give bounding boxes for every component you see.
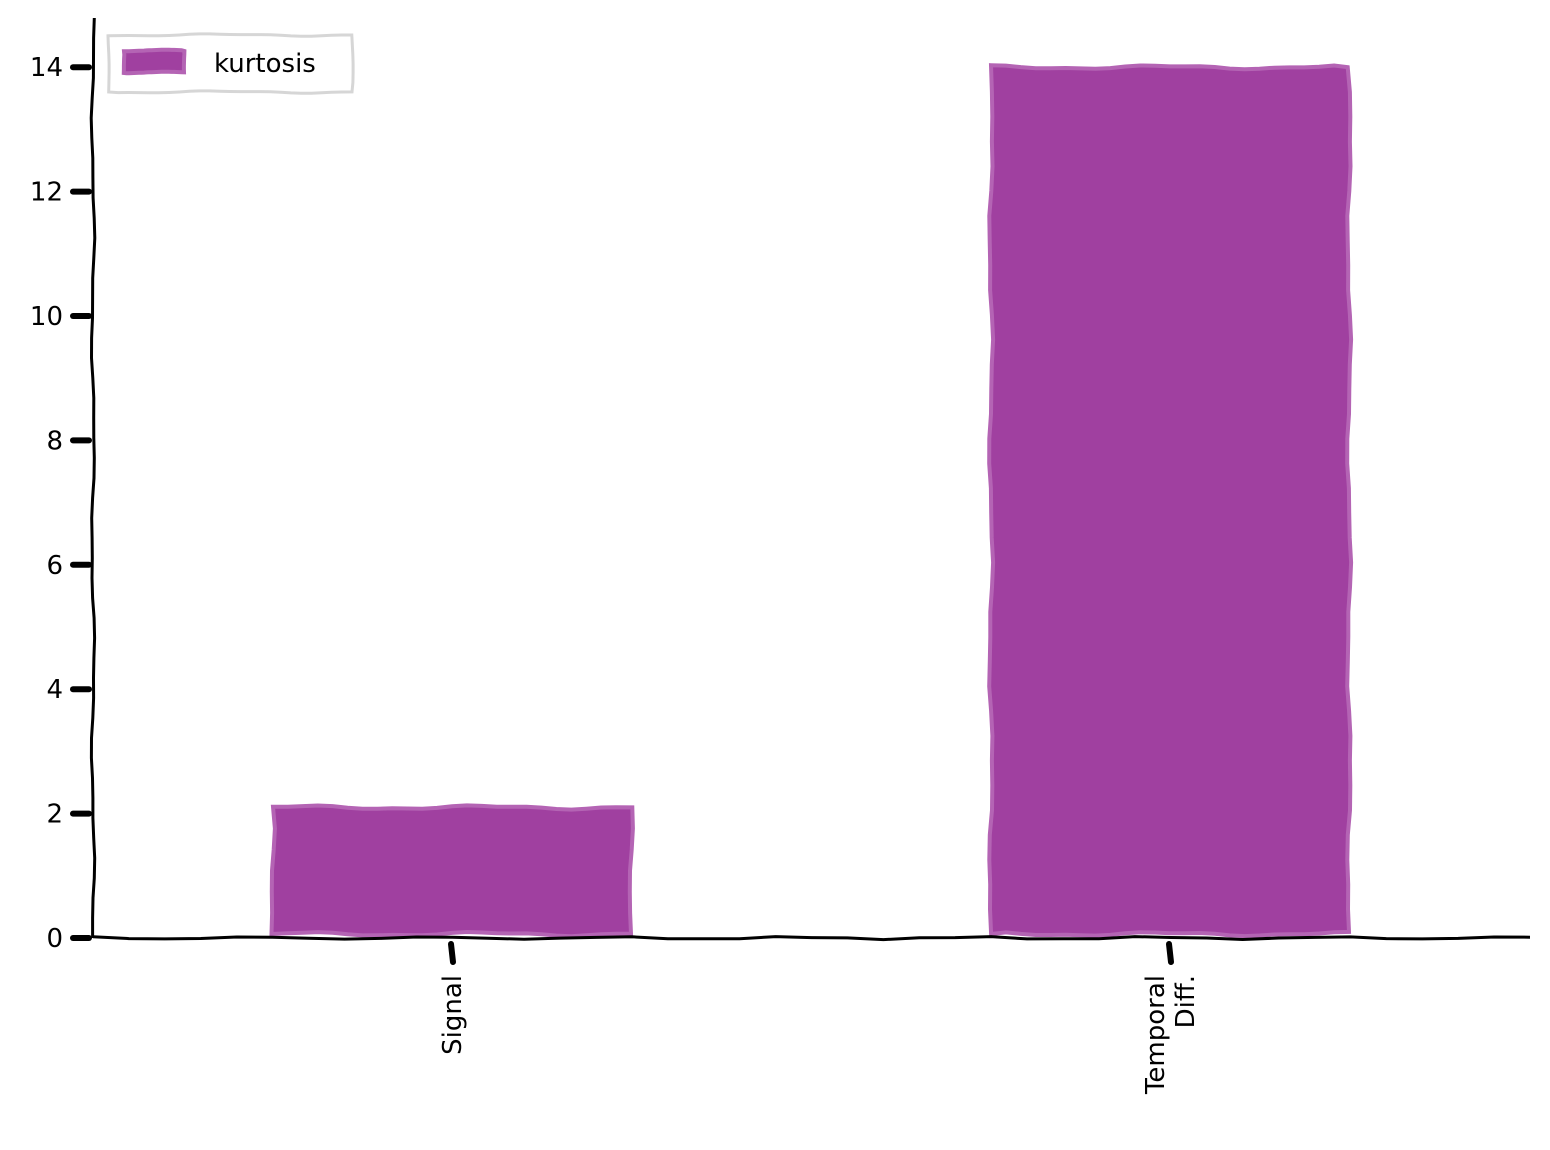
x-tick-label-1: Signal: [438, 975, 468, 1055]
bar-2: [987, 63, 1354, 939]
bar-1: [269, 803, 635, 939]
x-tick-label-2: TemporalDiff.: [1141, 975, 1201, 1095]
y-tick-label-10: 10: [30, 302, 63, 332]
ticks-layer: 0 2 4 6 8 10 12 14 Signal TemporalDiff.: [30, 53, 1201, 1095]
legend: kurtosis: [106, 32, 355, 95]
y-tick-label-6: 6: [46, 551, 63, 581]
x-tick-2: [1166, 941, 1174, 965]
y-axis-line: [89, 17, 97, 938]
y-tick-label-8: 8: [46, 426, 63, 456]
axes-layer: [89, 17, 1531, 942]
x-tick-1: [448, 941, 456, 965]
legend-label-kurtosis: kurtosis: [214, 49, 316, 79]
x-axis-line: [92, 935, 1531, 942]
y-tick-label-12: 12: [30, 178, 63, 208]
y-tick-label-4: 4: [46, 675, 63, 705]
legend-swatch-kurtosis: [121, 47, 187, 76]
y-tick-label-14: 14: [30, 53, 63, 83]
bars-layer: [269, 63, 1354, 939]
y-tick-label-0: 0: [46, 924, 63, 954]
y-tick-label-2: 2: [46, 800, 63, 830]
